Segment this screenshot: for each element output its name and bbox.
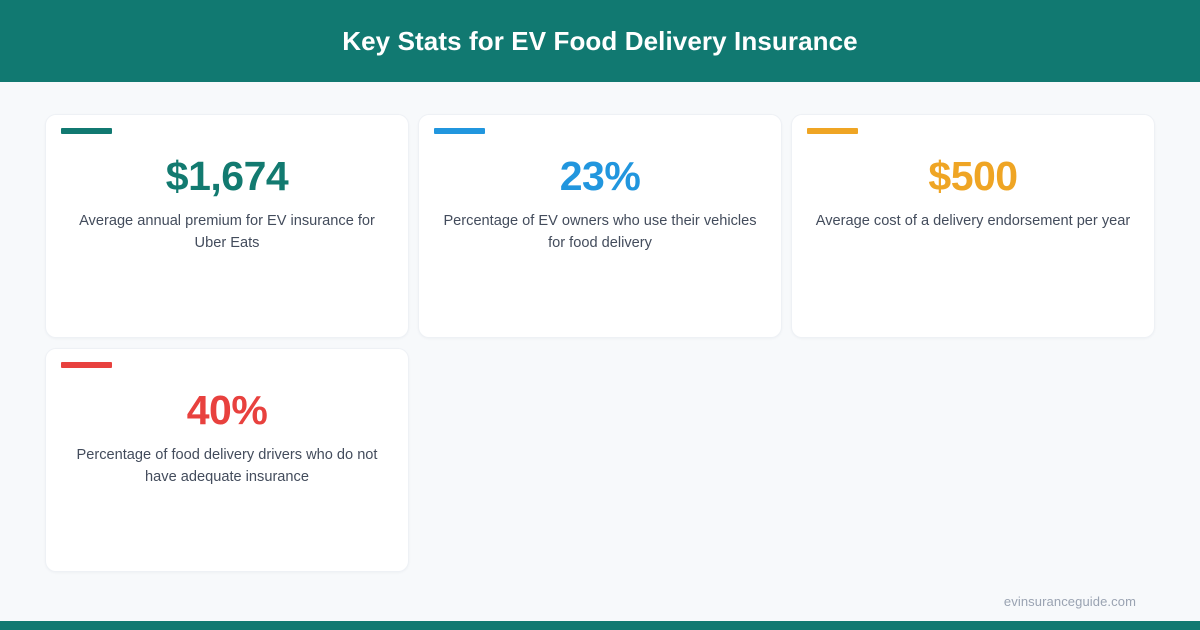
- stat-value: 40%: [186, 387, 268, 433]
- footer-accent-bar: [0, 621, 1200, 630]
- header-band: Key Stats for EV Food Delivery Insurance: [0, 0, 1200, 82]
- stat-label: Average cost of a delivery endorsement p…: [815, 213, 1131, 230]
- stat-value: 23%: [559, 153, 641, 199]
- stats-card-grid: $1,674 Average annual premium for EV ins…: [0, 82, 1200, 572]
- stat-label: Average annual premium for EV insurance …: [79, 213, 375, 252]
- stat-value: $500: [928, 153, 1018, 199]
- stat-value: $1,674: [165, 153, 289, 199]
- stat-label: Percentage of food delivery drivers who …: [76, 447, 378, 486]
- stat-card: 40% Percentage of food delivery drivers …: [45, 348, 409, 572]
- stat-card: $500 Average cost of a delivery endorsem…: [791, 114, 1155, 338]
- accent-bar-icon: [61, 128, 112, 134]
- accent-bar-icon: [434, 128, 485, 134]
- stat-label: Percentage of EV owners who use their ve…: [443, 213, 757, 252]
- accent-bar-icon: [61, 362, 112, 368]
- watermark-text: evinsuranceguide.com: [1003, 594, 1136, 609]
- stat-card: 23% Percentage of EV owners who use thei…: [418, 114, 782, 338]
- stat-card: $1,674 Average annual premium for EV ins…: [45, 114, 409, 338]
- footer: evinsuranceguide.com: [0, 594, 1200, 630]
- accent-bar-icon: [807, 128, 858, 134]
- page-title: Key Stats for EV Food Delivery Insurance: [342, 26, 858, 57]
